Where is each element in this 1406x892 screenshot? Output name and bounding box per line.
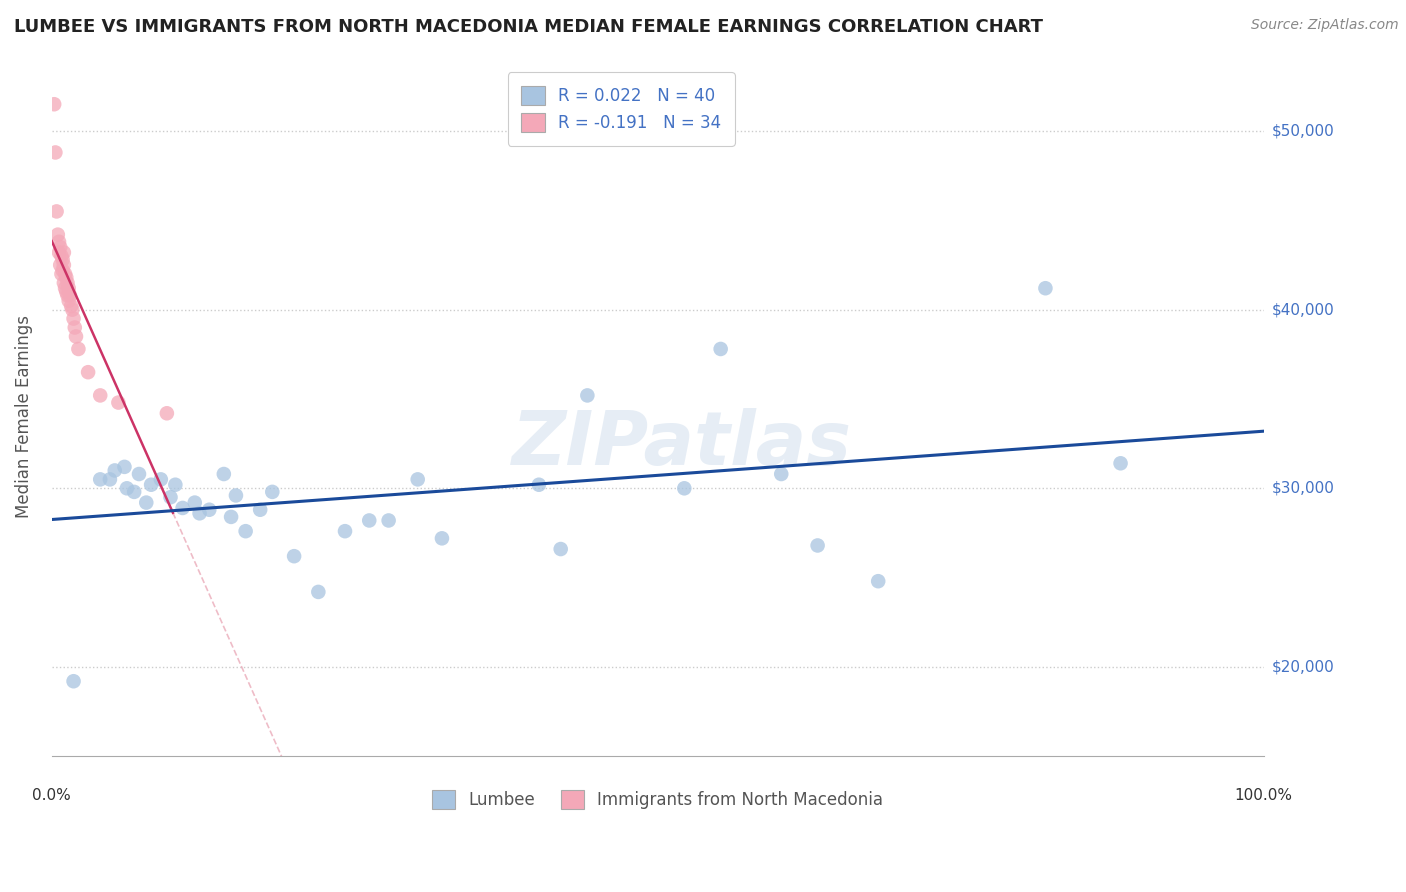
Point [172, 500, 194, 515]
Point [149, 472, 172, 486]
Point [44, 97, 66, 112]
Point [710, 342, 733, 356]
Point [235, 524, 257, 538]
Point [58, 281, 80, 295]
Point [359, 513, 381, 527]
Point [62, 674, 84, 689]
Point [406, 472, 429, 486]
Point [98, 472, 121, 486]
Point [249, 502, 271, 516]
Point [62, 311, 84, 326]
Point [55, 285, 77, 299]
Point [65, 329, 87, 343]
Point [807, 539, 830, 553]
Point [107, 395, 129, 409]
Text: 0.0%: 0.0% [32, 789, 72, 804]
Point [527, 477, 550, 491]
Point [58, 293, 80, 308]
Point [165, 477, 187, 491]
Point [52, 276, 75, 290]
Point [576, 388, 599, 402]
Point [56, 276, 79, 290]
Point [52, 245, 75, 260]
Point [139, 477, 162, 491]
Point [430, 532, 453, 546]
Point [135, 495, 157, 509]
Point [49, 240, 72, 254]
Point [184, 495, 207, 509]
Point [89, 472, 111, 486]
Text: $30,000: $30,000 [1272, 481, 1334, 496]
Point [45, 204, 67, 219]
Point [156, 406, 179, 420]
Point [59, 288, 82, 302]
Text: Source: ZipAtlas.com: Source: ZipAtlas.com [1251, 18, 1399, 32]
Point [52, 263, 75, 277]
Point [52, 252, 75, 267]
Point [46, 227, 69, 242]
Point [128, 467, 150, 481]
Point [51, 267, 73, 281]
Point [868, 574, 890, 589]
Text: 100.0%: 100.0% [1234, 789, 1292, 804]
Legend: Lumbee, Immigrants from North Macedonia: Lumbee, Immigrants from North Macedonia [419, 777, 897, 822]
Point [212, 467, 235, 481]
Text: $50,000: $50,000 [1272, 123, 1334, 138]
Point [122, 484, 145, 499]
Point [198, 502, 221, 516]
Point [377, 513, 399, 527]
Point [55, 270, 77, 285]
Point [188, 506, 211, 520]
Point [1035, 281, 1057, 295]
Point [51, 249, 73, 263]
Text: $20,000: $20,000 [1272, 659, 1334, 674]
Point [262, 484, 284, 499]
Point [56, 288, 79, 302]
Point [115, 481, 138, 495]
Y-axis label: Median Female Earnings: Median Female Earnings [15, 316, 32, 518]
Point [333, 524, 356, 538]
Point [114, 459, 136, 474]
Text: $40,000: $40,000 [1272, 302, 1334, 318]
Point [44, 145, 66, 160]
Point [283, 549, 305, 564]
Point [63, 320, 86, 334]
Point [219, 509, 242, 524]
Point [225, 488, 247, 502]
Point [550, 542, 572, 557]
Point [53, 281, 76, 295]
Point [89, 388, 111, 402]
Text: LUMBEE VS IMMIGRANTS FROM NORTH MACEDONIA MEDIAN FEMALE EARNINGS CORRELATION CHA: LUMBEE VS IMMIGRANTS FROM NORTH MACEDONI… [14, 18, 1043, 36]
Point [77, 365, 100, 379]
Point [104, 463, 127, 477]
Point [307, 585, 329, 599]
Point [770, 467, 793, 481]
Point [52, 258, 75, 272]
Point [159, 490, 181, 504]
Point [60, 302, 83, 317]
Point [53, 267, 76, 281]
Point [60, 299, 83, 313]
Point [49, 258, 72, 272]
Point [48, 235, 70, 249]
Point [67, 342, 90, 356]
Point [1109, 456, 1132, 470]
Point [673, 481, 696, 495]
Text: ZIPatlas: ZIPatlas [512, 408, 852, 481]
Point [48, 245, 70, 260]
